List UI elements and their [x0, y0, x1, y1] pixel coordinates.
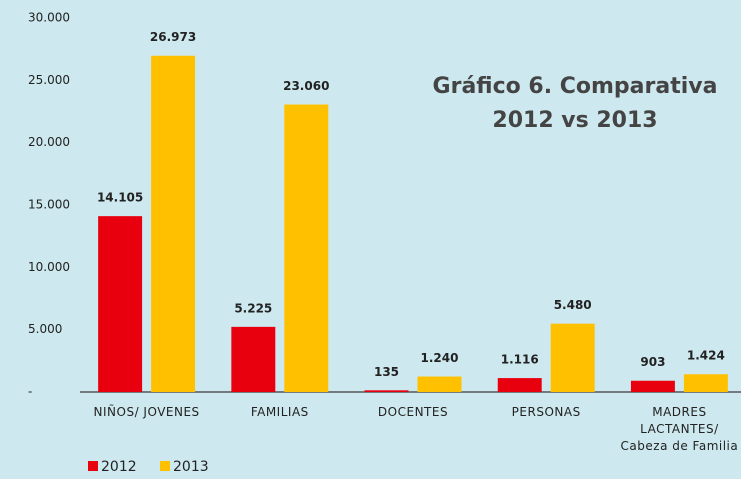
y-tick-label: -	[28, 385, 32, 399]
x-tick-label: NIÑOS/ JOVENES	[93, 405, 200, 419]
bar	[497, 378, 542, 392]
bar	[417, 376, 462, 392]
bar	[284, 104, 329, 392]
bar	[231, 326, 276, 392]
value-label: 135	[374, 365, 399, 379]
y-tick-label: 30.000	[28, 11, 70, 25]
value-label: 1.240	[420, 351, 458, 365]
value-label: 5.480	[554, 298, 592, 312]
legend-label: 2013	[173, 459, 209, 475]
legend-swatch	[88, 461, 98, 471]
y-tick-label: 5.000	[28, 322, 62, 336]
x-tick-label: DOCENTES	[377, 405, 449, 419]
y-tick-label: 25.000	[28, 73, 70, 87]
x-tick-label: FAMILIAS	[250, 405, 309, 419]
value-label: 14.105	[97, 191, 143, 205]
bar	[151, 55, 196, 392]
value-label: 903	[640, 355, 665, 369]
y-tick-label: 15.000	[28, 198, 70, 212]
value-label: 23.060	[283, 79, 329, 93]
x-tick-label: PERSONAS	[511, 405, 581, 419]
bar	[364, 390, 409, 392]
value-label: 26.973	[150, 30, 196, 44]
value-label: 1.116	[501, 353, 539, 367]
bar	[98, 216, 143, 392]
chart-title: Gráfico 6. Comparativa 2012 vs 2013	[432, 74, 718, 133]
value-label: 5.225	[234, 301, 272, 315]
x-tick-label: MADRES LACTANTES/ Cabeza de Familia	[620, 405, 739, 453]
bar	[683, 374, 728, 392]
bar	[550, 323, 595, 392]
bar	[630, 380, 675, 392]
value-label: 1.424	[687, 349, 725, 363]
y-tick-label: 10.000	[28, 260, 70, 274]
legend-label: 2012	[101, 459, 137, 475]
y-tick-label: 20.000	[28, 135, 70, 149]
legend-swatch	[160, 461, 170, 471]
